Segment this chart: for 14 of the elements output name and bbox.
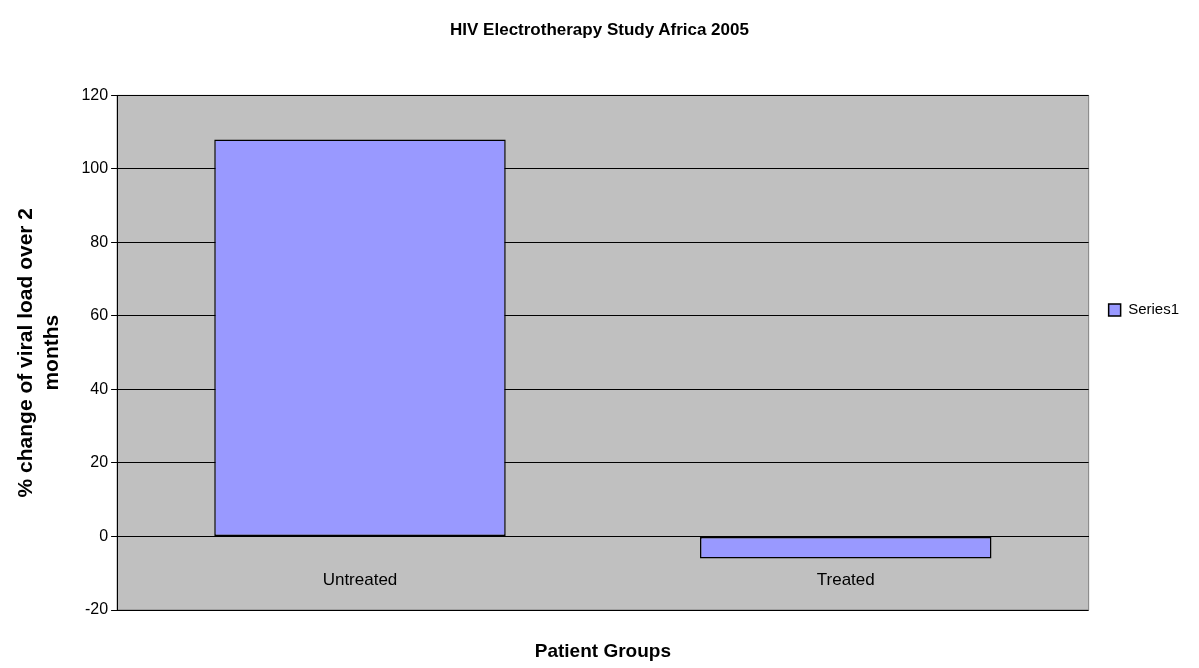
y-tick-label: -20 (84, 600, 109, 618)
y-tick-label: 120 (81, 85, 109, 103)
chart-title: HIV Electrotherapy Study Africa 2005 (450, 19, 749, 39)
x-tick-label: Untreated (322, 570, 398, 590)
y-tick-label: 80 (90, 232, 109, 250)
y-tick-label: 40 (90, 379, 109, 397)
y-tick-label: 100 (81, 159, 109, 177)
y-tick-label: 60 (90, 306, 109, 324)
y-tick-label: 0 (99, 526, 109, 544)
x-axis-title: Patient Groups (534, 640, 671, 662)
x-tick-label: Treated (816, 570, 875, 590)
legend-label: Series1 (1128, 300, 1179, 318)
y-tick-label: 20 (90, 453, 109, 471)
y-axis-title: % change of viral load over 2 months (13, 207, 62, 498)
